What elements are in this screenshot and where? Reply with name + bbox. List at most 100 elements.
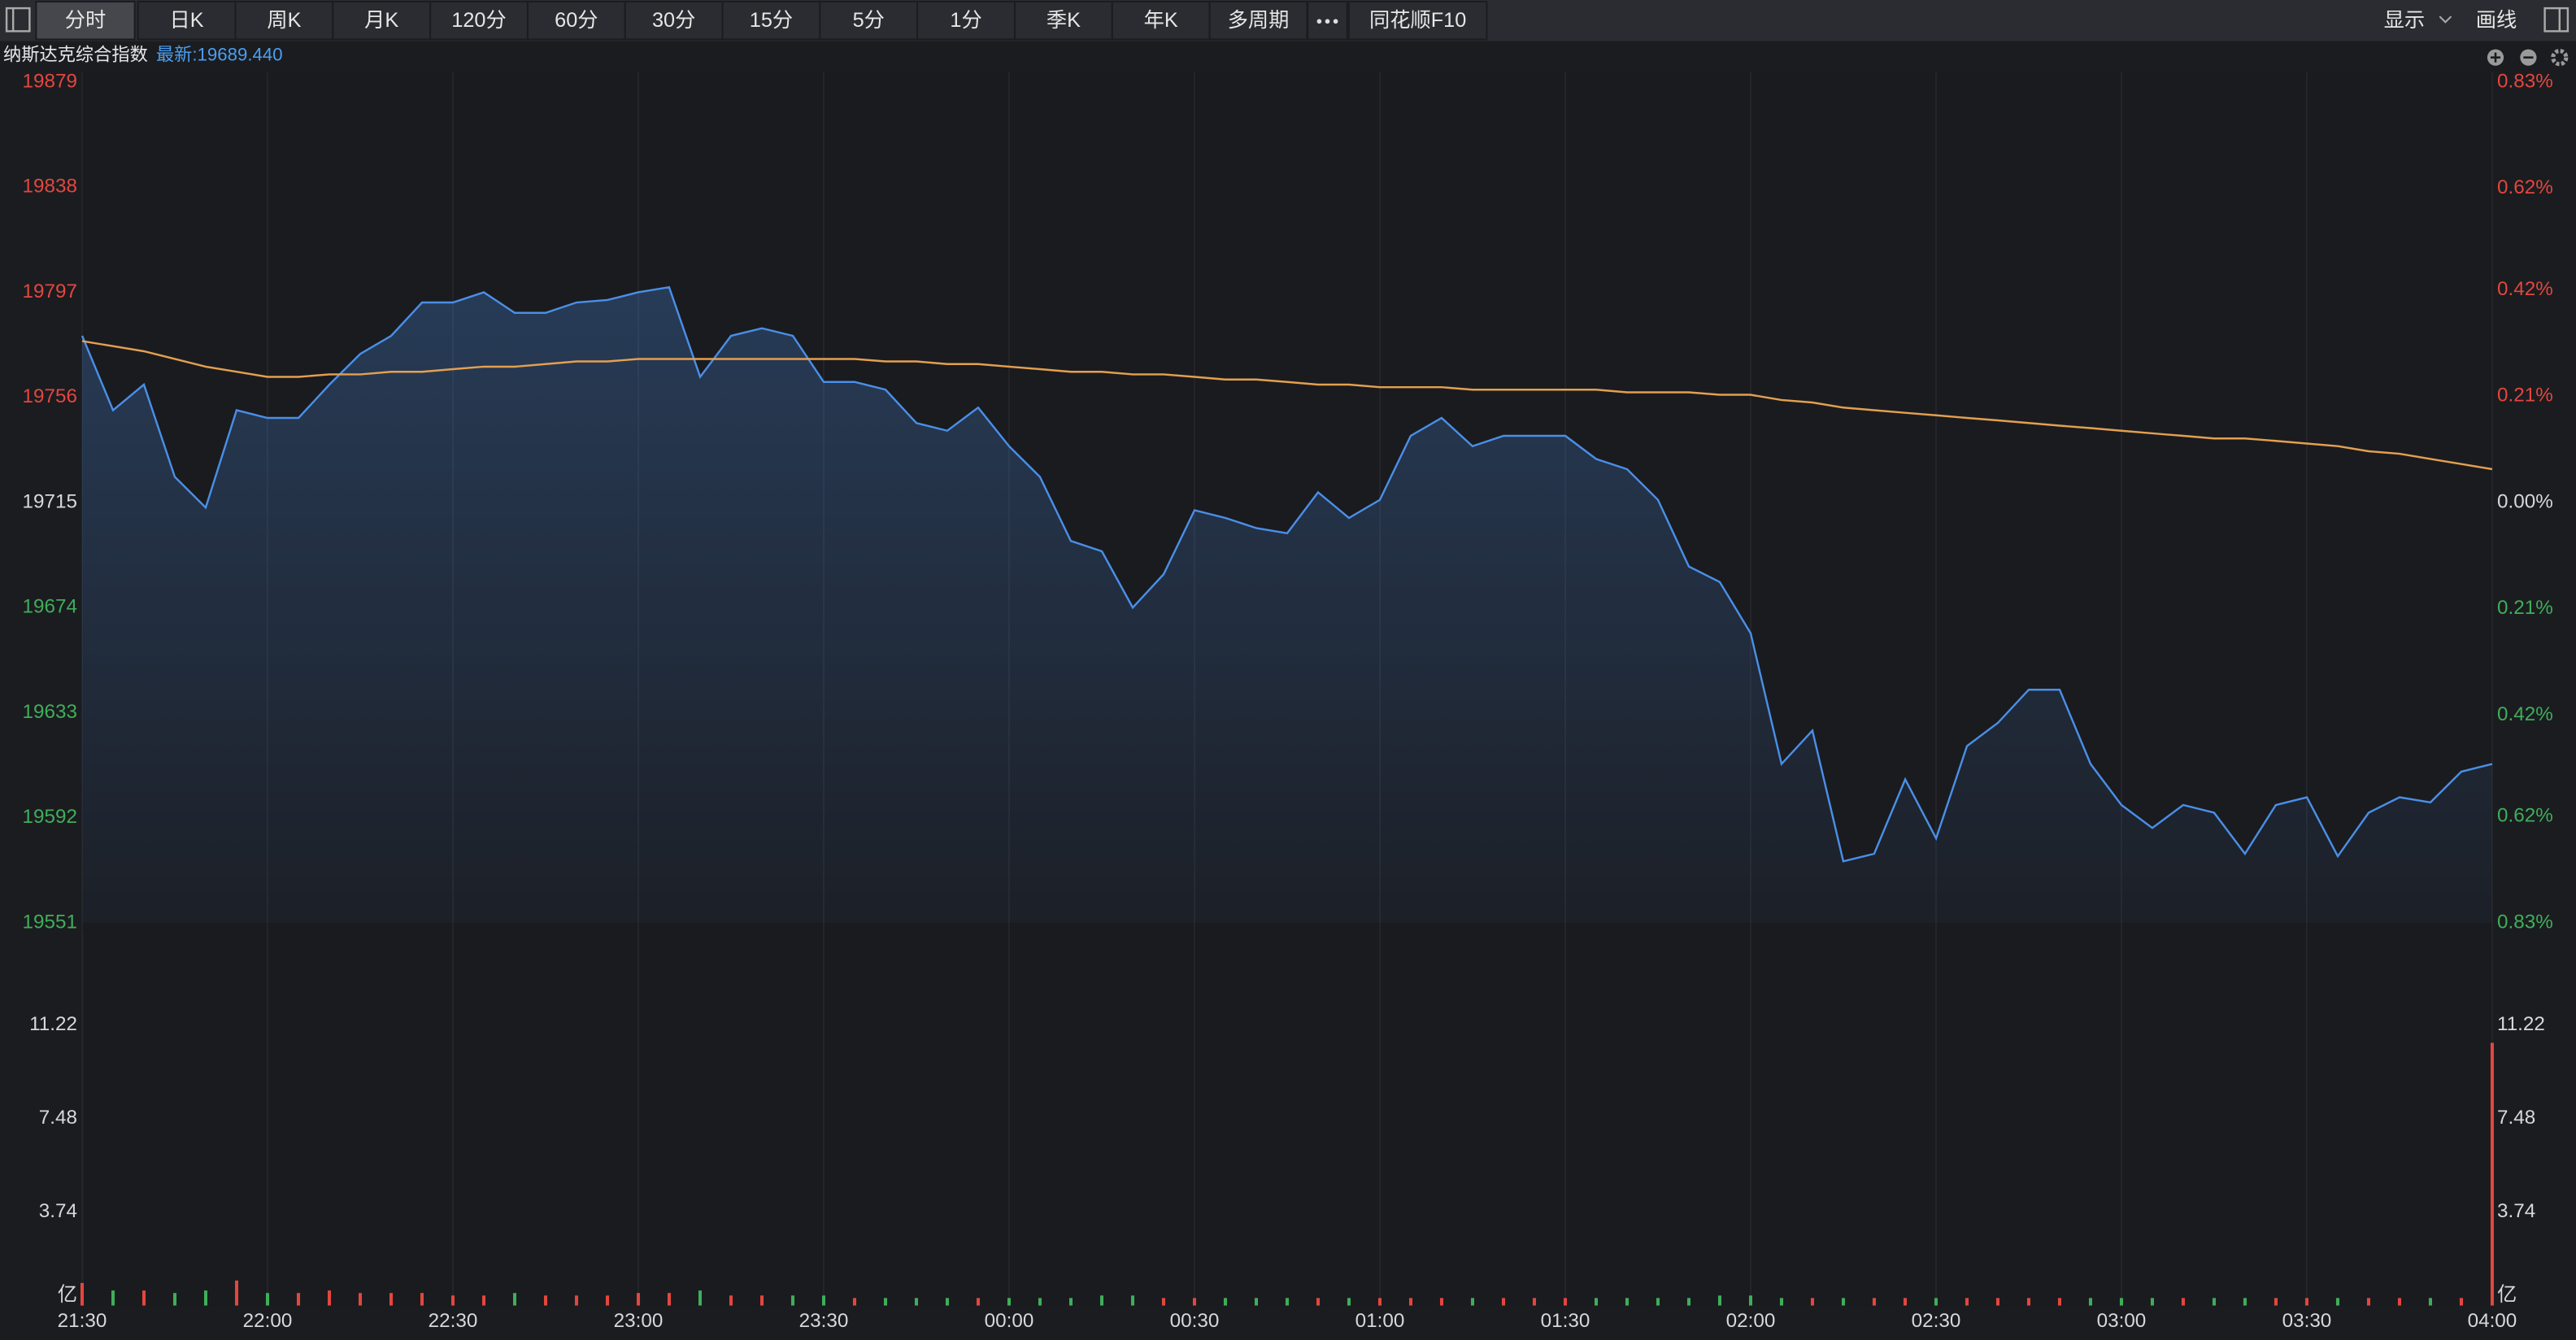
tab-button[interactable]: 多周期	[1228, 9, 1290, 32]
volume-bar	[1192, 1298, 1197, 1306]
tab-button[interactable]: 月K	[364, 9, 398, 32]
volume-bar	[2366, 1298, 2370, 1306]
panel-toggle[interactable]	[2543, 7, 2569, 33]
volume-bar	[574, 1295, 579, 1306]
volume-bar	[1285, 1298, 1290, 1306]
volume-bar	[1377, 1298, 1382, 1306]
tab-button[interactable]: 1分	[950, 9, 981, 32]
volume-bar	[389, 1293, 394, 1306]
display-button[interactable]: 显示	[2384, 9, 2426, 32]
volume-bar	[1686, 1298, 1690, 1306]
y2-tick-label: 0.21%	[2497, 597, 2553, 619]
tab-button[interactable]: 5分	[853, 9, 885, 32]
volume-bar	[1872, 1298, 1876, 1306]
index-name: 纳斯达克综合指数	[3, 45, 148, 65]
volume-bar	[1439, 1298, 1444, 1306]
volume-bar	[2088, 1298, 2092, 1306]
volume-bar	[1810, 1298, 1814, 1306]
volume-tick-label: 7.48	[2497, 1107, 2535, 1129]
volume-bar	[1161, 1298, 1166, 1306]
tab-button[interactable]: 季K	[1046, 9, 1081, 32]
volume-tick-label: 3.74	[39, 1200, 77, 1222]
dot	[1333, 19, 1338, 24]
x-tick-label: 03:00	[2097, 1310, 2147, 1332]
tab-bg	[1208, 1, 1308, 41]
volume-bar	[1995, 1298, 1999, 1306]
x-tick-label: 01:00	[1355, 1310, 1405, 1332]
volume-bar	[1594, 1298, 1599, 1306]
tab-button[interactable]: 120分	[451, 9, 506, 32]
volume-bar	[2397, 1298, 2401, 1306]
settings[interactable]	[2551, 49, 2569, 67]
volume-bar	[1501, 1298, 1506, 1306]
volume-bar	[481, 1295, 486, 1306]
y2-tick-label: 0.42%	[2497, 703, 2553, 725]
volume-bar	[203, 1290, 208, 1306]
volume-bar	[1841, 1298, 1845, 1306]
volume-bar	[2428, 1298, 2432, 1306]
volume-bar	[698, 1290, 703, 1306]
volume-bar	[883, 1298, 888, 1306]
volume-tick-label: 7.48	[39, 1107, 77, 1129]
average-line	[81, 340, 2493, 471]
more-button[interactable]	[1307, 1, 1348, 41]
volume-bar	[80, 1282, 85, 1306]
price-line	[80, 285, 2493, 863]
x-tick-label: 03:30	[2282, 1310, 2332, 1332]
x-tick-label: 02:00	[1726, 1310, 1776, 1332]
volume-bar	[111, 1290, 115, 1306]
dropdown-arrow	[2439, 15, 2452, 24]
tab-bg	[137, 1, 237, 41]
volume-bar	[914, 1298, 919, 1306]
volume-bar	[759, 1295, 764, 1306]
tab-button[interactable]: 年K	[1144, 9, 1178, 32]
tab-button[interactable]: 60分	[555, 9, 598, 32]
sidebar-toggle[interactable]	[5, 7, 31, 33]
f10-button[interactable]: 同花顺F10	[1369, 9, 1466, 32]
volume-bar	[1223, 1298, 1228, 1306]
dot	[1316, 19, 1322, 24]
tab-button[interactable]: 30分	[652, 9, 695, 32]
y-tick-label: 19879	[23, 70, 77, 92]
volume-bar	[2181, 1298, 2185, 1306]
y-tick-label: 19674	[23, 596, 77, 618]
volume-bar	[1656, 1298, 1660, 1306]
y2-tick-label: 0.62%	[2497, 176, 2553, 198]
x-tick-label: 02:30	[1912, 1310, 1961, 1332]
tab-button[interactable]: 周K	[267, 9, 301, 32]
volume-unit: 亿	[2497, 1284, 2517, 1306]
tabs: 分时 日K 周K 月K 120分 60分 30分 15分 5分 1分 季K 年K 多周期	[35, 1, 1308, 41]
volume-bar	[1470, 1298, 1475, 1306]
y2-tick-label: 0.42%	[2497, 278, 2553, 300]
volume-bar	[1903, 1298, 1907, 1306]
y-tick-label: 19592	[23, 806, 77, 828]
x-tick-label: 00:00	[985, 1310, 1034, 1332]
volume-bar	[2057, 1298, 2061, 1306]
volume-bar	[296, 1293, 301, 1306]
y-tick-label: 19715	[23, 490, 77, 512]
volume-bar	[1316, 1298, 1321, 1306]
volume-bar	[2150, 1298, 2154, 1306]
volume-bar	[1934, 1298, 1938, 1306]
y-tick-label: 19633	[23, 701, 77, 723]
volume-bar	[1130, 1295, 1135, 1306]
tab-button[interactable]: 日K	[170, 9, 204, 32]
tab-button[interactable]: 分时	[65, 9, 107, 32]
volume-bar	[2304, 1298, 2308, 1306]
tab-button[interactable]: 15分	[750, 9, 793, 32]
latest-price: 最新:19689.440	[156, 45, 283, 65]
volume-bar	[1099, 1295, 1104, 1306]
volume-bar	[2335, 1298, 2339, 1306]
volume-bar	[1254, 1298, 1259, 1306]
volume-bar	[327, 1290, 332, 1306]
button-bg	[1347, 1, 1488, 41]
y-tick-label: 19838	[23, 176, 77, 198]
volume-bar	[234, 1280, 239, 1306]
draw-button[interactable]: 画线	[2476, 9, 2517, 32]
volume-bar	[543, 1295, 548, 1306]
volume-bar	[945, 1298, 950, 1306]
x-tick-label: 23:30	[799, 1310, 849, 1332]
volume-bar	[1717, 1295, 1721, 1306]
volume-bar	[1007, 1298, 1012, 1306]
plot: 21:30 22:00 22:30 23:00 23:30 00:00 00:30 01:00…	[23, 70, 2553, 1332]
